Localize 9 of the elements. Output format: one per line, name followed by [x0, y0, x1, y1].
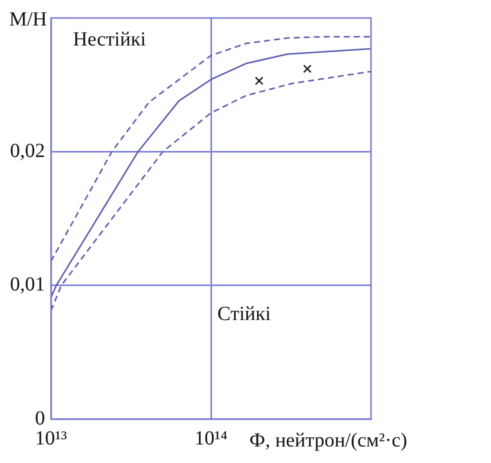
x-tick-label: 10¹³	[35, 427, 67, 450]
annotation: Стійкі	[217, 302, 272, 325]
y-tick-label: 0,01	[10, 274, 45, 296]
x-tick-label: 10¹⁴	[194, 427, 228, 450]
y-tick-label: 0,02	[10, 140, 45, 162]
y-axis-title: М/Н	[9, 8, 47, 30]
x-axis-title: Ф, нейтрон/(см²·с)	[249, 429, 408, 452]
annotation: Нестійкі	[73, 28, 146, 50]
y-tick-label: 0	[35, 407, 45, 430]
